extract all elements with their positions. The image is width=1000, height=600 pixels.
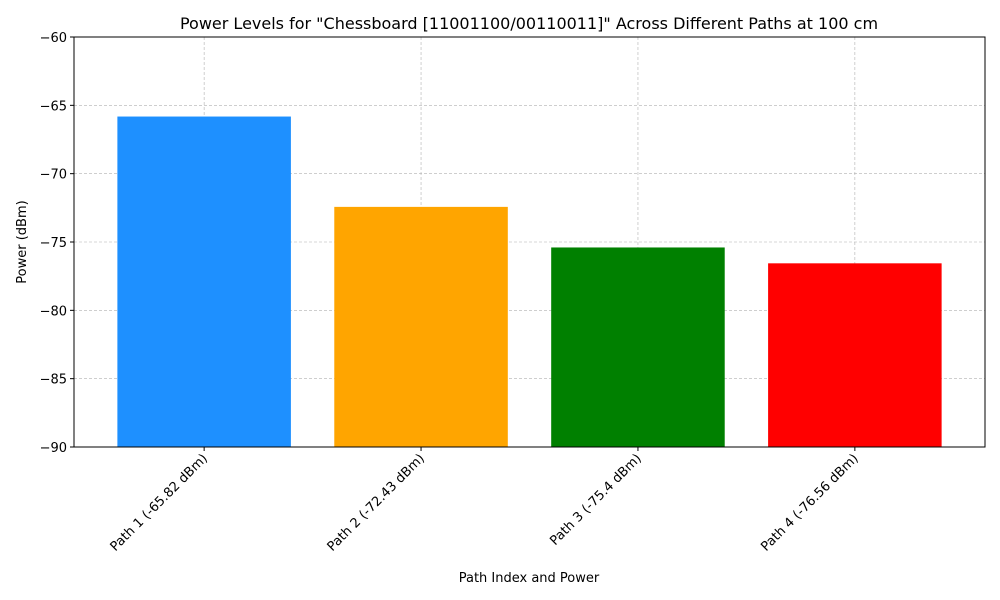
y-tick-label: −70 — [40, 168, 67, 183]
y-axis-label: Power (dBm) — [15, 200, 30, 283]
chart-title: Power Levels for "Chessboard [11001100/0… — [180, 14, 878, 33]
x-tick-label: Path 4 (-76.56 dBm) — [758, 451, 861, 554]
x-axis-label: Path Index and Power — [459, 571, 600, 586]
bar — [334, 206, 508, 447]
bar — [768, 263, 942, 447]
x-tick-label: Path 1 (-65.82 dBm) — [108, 451, 211, 554]
x-tick-label: Path 2 (-72.43 dBm) — [325, 451, 428, 554]
x-tick-label: Path 3 (-75.4 dBm) — [547, 451, 644, 548]
y-tick-label: −60 — [40, 31, 67, 46]
y-axis: −90 −85 −80 −75 −70 −65 −60 — [40, 31, 74, 456]
bars — [117, 116, 942, 447]
y-tick-label: −85 — [40, 373, 67, 388]
y-tick-label: −65 — [40, 99, 67, 114]
y-tick-label: −80 — [40, 304, 67, 319]
x-axis: Path 1 (-65.82 dBm) Path 2 (-72.43 dBm) Pa… — [108, 447, 862, 555]
y-tick-label: −75 — [40, 236, 67, 251]
y-tick-label: −90 — [40, 441, 67, 456]
bar — [551, 247, 725, 447]
bar — [117, 116, 291, 447]
